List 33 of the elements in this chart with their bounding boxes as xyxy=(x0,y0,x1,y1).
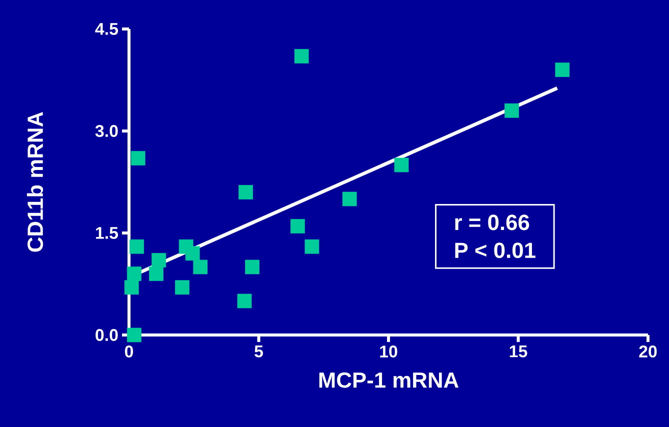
x-axis-title: MCP-1 mRNA xyxy=(319,372,459,388)
annotation: P < 0.01 xyxy=(455,242,536,258)
y-tick-label: 0.0 xyxy=(96,329,118,341)
point xyxy=(124,280,139,295)
point xyxy=(290,219,305,234)
point xyxy=(394,158,409,172)
point xyxy=(504,103,519,118)
y-tick-label: 3.0 xyxy=(95,124,118,138)
point xyxy=(237,294,252,308)
point xyxy=(152,253,166,268)
annotation: r = 0.66 xyxy=(455,214,530,230)
point xyxy=(555,62,570,77)
point xyxy=(126,328,142,342)
y-axis-title: CD11b mRNA xyxy=(26,112,44,252)
x-tick-label: 10 xyxy=(380,346,398,358)
x-tick-label: 15 xyxy=(510,346,528,358)
point xyxy=(238,185,253,200)
point xyxy=(342,192,357,206)
point xyxy=(193,260,208,274)
point xyxy=(304,239,320,254)
x-tick-label: 0 xyxy=(124,346,134,358)
point xyxy=(294,49,309,64)
point xyxy=(245,260,260,274)
x-tick-label: 20 xyxy=(639,346,657,358)
point xyxy=(149,266,164,281)
point xyxy=(126,266,142,281)
y-tick-label: 4.5 xyxy=(95,23,118,35)
y-tick-label: 1.5 xyxy=(96,227,118,239)
point xyxy=(185,246,200,261)
point xyxy=(130,239,144,254)
point xyxy=(175,280,190,295)
x-tick-label: 5 xyxy=(254,346,263,358)
point xyxy=(130,151,146,166)
